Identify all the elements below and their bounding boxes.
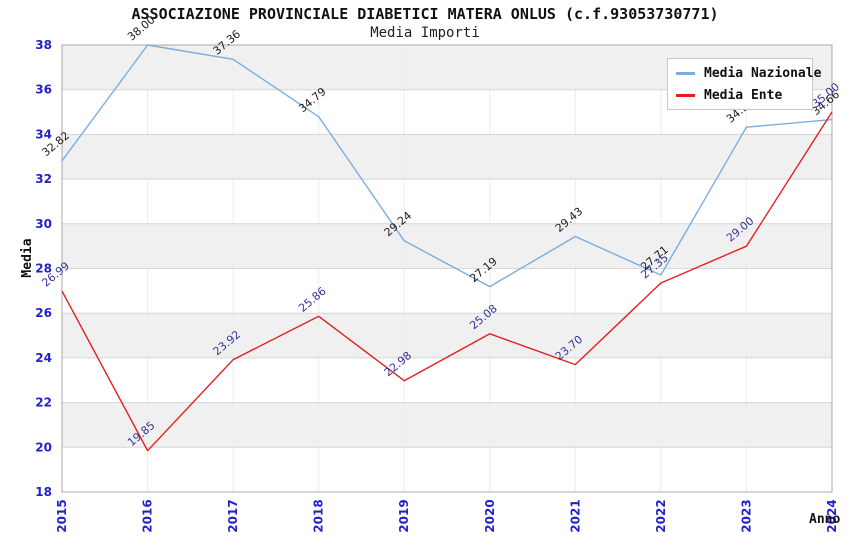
x-tick-label: 2022 <box>654 499 668 532</box>
y-tick-label: 26 <box>35 306 52 320</box>
plot-band <box>62 447 832 492</box>
legend-line-swatch-blue <box>676 72 695 75</box>
series-line-media-nazionale <box>61 44 833 288</box>
data-label-media-nazionale: 38.00 <box>125 13 157 43</box>
plot-band <box>62 313 832 358</box>
x-tick-label: 2015 <box>55 499 69 532</box>
y-tick-label: 28 <box>35 262 52 276</box>
plot-border <box>61 44 833 493</box>
y-tick-label: 30 <box>35 217 52 231</box>
y-tick-label: 36 <box>35 83 52 97</box>
x-tick-label: 2024 <box>825 499 839 532</box>
x-tick-label: 2021 <box>568 499 582 532</box>
chart-title: ASSOCIAZIONE PROVINCIALE DIABETICI MATER… <box>131 5 719 23</box>
x-tick-label: 2016 <box>141 499 155 532</box>
plot-band <box>62 179 832 224</box>
y-tick-label: 34 <box>35 127 52 141</box>
legend-label: Media Ente <box>704 88 783 103</box>
chart-legend: Media Nazionale Media Ente <box>667 58 821 110</box>
y-tick-label: 18 <box>35 485 52 499</box>
plot-band <box>62 134 832 180</box>
y-tick-label: 20 <box>35 440 52 454</box>
plot-band <box>62 402 832 448</box>
legend-label: Media Nazionale <box>704 66 822 81</box>
legend-item-media-ente: Media Ente <box>676 88 804 103</box>
x-tick-label: 2017 <box>226 499 240 532</box>
chart-subtitle: Media Importi <box>370 25 480 41</box>
x-tick-label: 2018 <box>312 499 326 532</box>
plot-band <box>62 223 832 269</box>
x-axis-title: Anno <box>809 512 841 527</box>
x-tick-label: 2019 <box>397 499 411 532</box>
legend-line-swatch-red <box>676 94 695 97</box>
plot-band <box>62 357 832 403</box>
y-tick-label: 24 <box>35 351 52 365</box>
plot-band <box>62 268 832 314</box>
y-tick-label: 32 <box>35 172 52 186</box>
x-tick-label: 2020 <box>483 499 497 532</box>
y-tick-label: 22 <box>35 396 52 410</box>
legend-item-media-nazionale: Media Nazionale <box>676 66 821 81</box>
x-tick-label: 2023 <box>739 499 753 532</box>
series-line-media-ente <box>61 111 833 452</box>
y-tick-label: 38 <box>35 38 52 52</box>
